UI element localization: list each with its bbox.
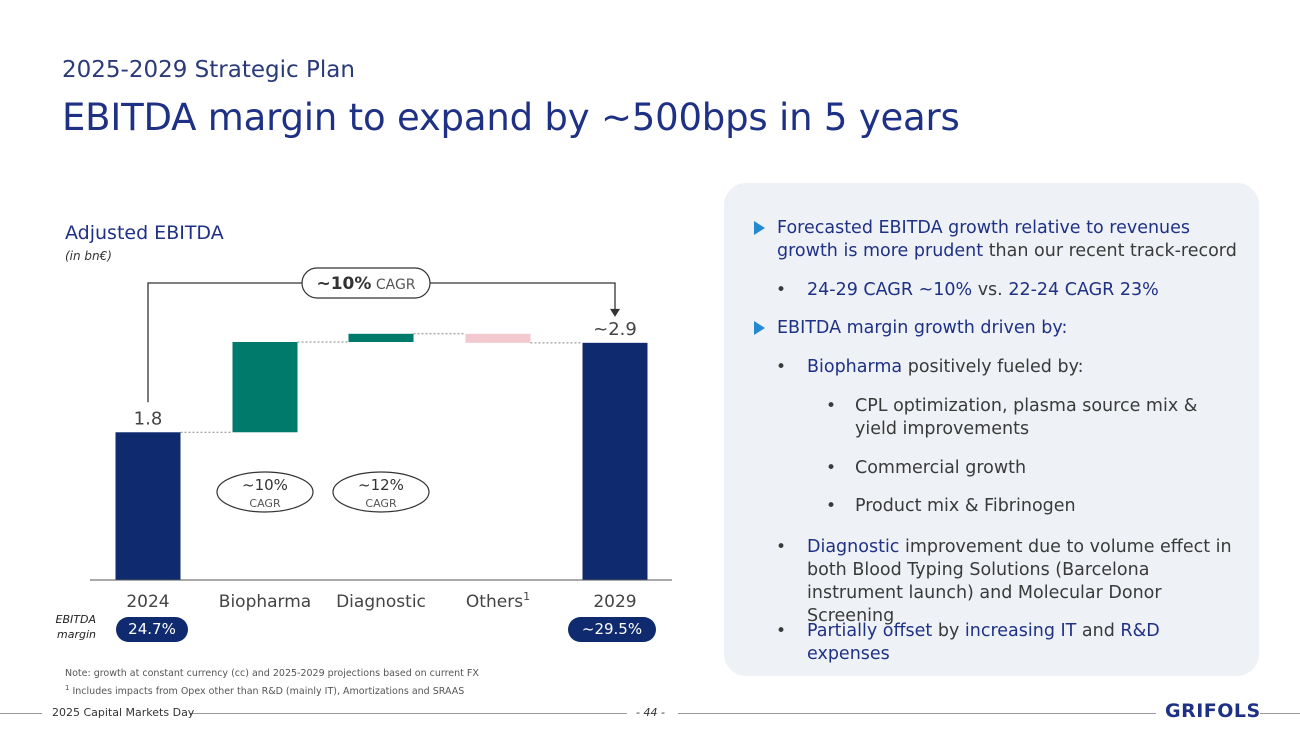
cagr-total-value: ~10% (316, 274, 371, 294)
bullet-diagnostic-text: improvement due to volume effect in both… (807, 537, 1232, 626)
footnote-1: 1 Includes impacts from Opex other than … (65, 681, 479, 699)
cagr-bracket-arrowhead (610, 308, 620, 317)
waterfall-chart: 1.8 ~2.9 2024 Biopharma Diagnostic Others1 202… (90, 267, 672, 612)
bullet-biopharma-text: positively fueled by: (902, 357, 1084, 377)
bar-2029 (582, 342, 648, 580)
ebitda-margin-label-line2: margin (57, 628, 96, 641)
offset-it: increasing IT (964, 621, 1077, 641)
arrow-bullet-icon (754, 321, 765, 335)
bar-label-2024: 1.8 (134, 408, 163, 429)
bullet-dot: • (776, 357, 787, 377)
bar-others (465, 333, 531, 343)
bullet-product-mix: Product mix & Fibrinogen (855, 496, 1076, 516)
category-label-2029: 2029 (593, 592, 636, 612)
cagr-value-biopharma: ~10% (242, 476, 288, 494)
bullet-growth-prudent: Forecasted EBITDA growth relative to rev… (777, 217, 1237, 263)
category-label-biopharma: Biopharma (219, 592, 311, 612)
bullet-margin-drivers-text: EBITDA margin growth driven by: (777, 318, 1068, 338)
bar-2024 (115, 432, 181, 580)
cagr-label-diagnostic: CAGR (365, 497, 397, 510)
cagr-label-biopharma: CAGR (249, 497, 281, 510)
chart-title: Adjusted EBITDA (65, 222, 224, 244)
footnote-1-text: Includes impacts from Opex other than R&… (69, 686, 465, 698)
margin-badge-2024: 24.7% (116, 617, 188, 642)
bullet-dot: • (776, 621, 787, 641)
bar-label-2029: ~2.9 (593, 319, 637, 340)
footer-divider-end (1260, 713, 1300, 714)
category-label-2024: 2024 (126, 592, 169, 612)
bar-diagnostic (348, 333, 414, 342)
footnote-1-marker: 1 (65, 684, 70, 692)
ebitda-margin-label: EBITDA margin (48, 612, 96, 642)
bar-biopharma (232, 342, 298, 433)
cagr-bracket-line (147, 282, 616, 403)
bullet-growth-prudent-highlight: Forecasted EBITDA growth relative to rev… (777, 218, 1191, 261)
category-label-others: Others1 (466, 590, 530, 612)
bullet-dot: • (826, 496, 837, 516)
page-title: EBITDA margin to expand by ~500bps in 5 … (62, 96, 960, 139)
offset-by: by (932, 621, 965, 641)
arrow-bullet-icon (754, 221, 765, 235)
bullet-commercial-growth: Commercial growth (855, 458, 1027, 478)
footer-divider-left (0, 713, 42, 714)
page-subtitle: 2025-2029 Strategic Plan (62, 57, 355, 83)
offset-and: and (1076, 621, 1121, 641)
bullet-margin-drivers: EBITDA margin growth driven by: (777, 317, 1237, 340)
footer-divider-mid (190, 713, 627, 714)
cagr-vs: vs. (972, 280, 1009, 300)
bullet-growth-prudent-text: than our recent track-record (983, 241, 1237, 261)
bullet-biopharma-highlight: Biopharma (807, 357, 903, 377)
grifols-logo: GRIFOLS (1165, 700, 1261, 722)
cagr-total-text: ~10% CAGR (316, 274, 415, 294)
cagr-22-24: 22-24 CAGR 23% (1008, 280, 1159, 300)
bullet-biopharma: Biopharma positively fueled by: (807, 356, 1227, 379)
footer-divider-right (678, 713, 1156, 714)
cagr-badge-biopharma (216, 471, 314, 513)
footnote-marker: 1 (523, 590, 530, 603)
bullet-cpl-optimization: CPL optimization, plasma source mix & yi… (855, 396, 1198, 439)
ebitda-margin-label-line1: EBITDA (55, 613, 96, 626)
footnote-note: Note: growth at constant currency (cc) a… (65, 668, 479, 679)
bullet-diagnostic: Diagnostic improvement due to volume eff… (807, 536, 1237, 628)
bullet-dot: • (826, 458, 837, 478)
footer-page-number: - 44 - (636, 706, 665, 719)
offset-highlight: Partially offset (807, 621, 933, 641)
category-label-diagnostic: Diagnostic (336, 592, 426, 612)
bullet-diagnostic-highlight: Diagnostic (807, 537, 900, 557)
summary-panel (724, 183, 1259, 676)
cagr-total-label: CAGR (371, 277, 415, 293)
cagr-value-diagnostic: ~12% (358, 476, 404, 494)
offset-rnd: R&D expenses (807, 621, 1160, 664)
margin-badge-2029: ~29.5% (568, 617, 656, 642)
bullet-dot: • (776, 537, 787, 557)
footer-event: 2025 Capital Markets Day (52, 706, 195, 719)
cagr-total-badge (301, 267, 431, 299)
bullet-dot: • (826, 396, 837, 416)
cagr-24-29: 24-29 CAGR ~10% (807, 280, 973, 300)
bullet-cagr-comparison: 24-29 CAGR ~10% vs. 22-24 CAGR 23% (807, 279, 1227, 302)
cagr-badge-diagnostic (332, 471, 430, 513)
bullet-partially-offset: Partially offset by increasing IT and R&… (807, 620, 1247, 666)
bullet-dot: • (776, 280, 787, 300)
footnotes: Note: growth at constant currency (cc) a… (65, 667, 479, 699)
chart-unit: (in bn€) (65, 249, 112, 263)
